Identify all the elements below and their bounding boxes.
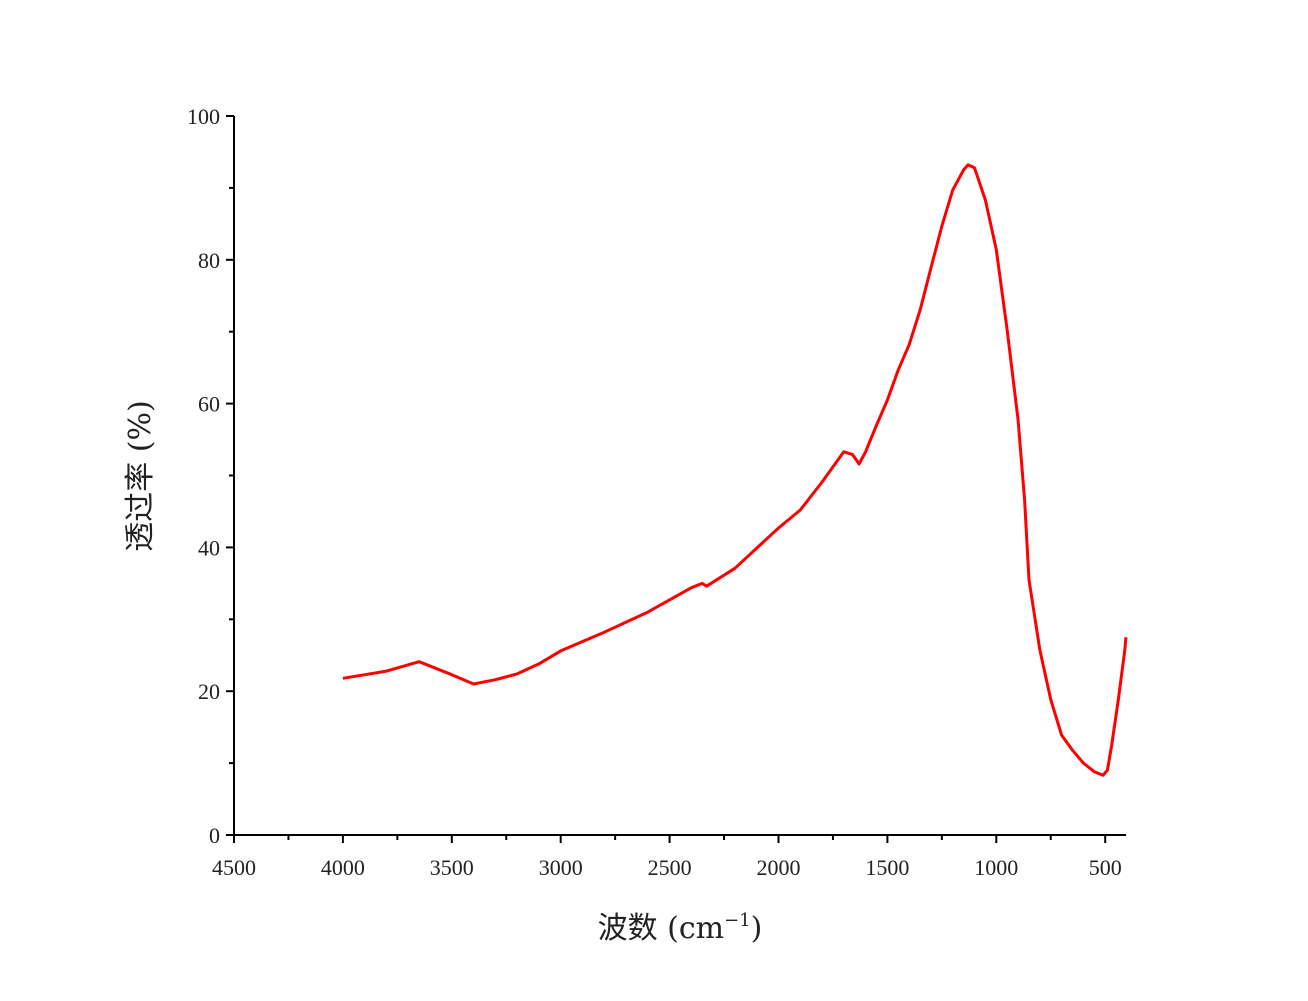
y-tick-label: 20 xyxy=(198,679,220,704)
series-line-transmittance xyxy=(342,163,1128,777)
x-tick-label: 500 xyxy=(1089,855,1122,880)
y-tick-label: 60 xyxy=(198,392,220,417)
ticks: 4500 4000 3500 3000 2500 2000 1500 1000 500 0 20 40… xyxy=(187,104,1122,880)
x-axis-title-close: ) xyxy=(751,911,763,946)
x-tick-label: 1500 xyxy=(865,855,909,880)
x-tick-label: 4000 xyxy=(321,855,365,880)
x-tick-label: 3000 xyxy=(539,855,583,880)
x-tick-label: 3500 xyxy=(430,855,474,880)
y-tick-label: 40 xyxy=(198,535,220,560)
axes xyxy=(233,116,1126,836)
x-axis-title: 波数 (cm−1) xyxy=(598,910,763,946)
x-axis-title-sup: −1 xyxy=(724,910,751,931)
y-tick-label: 100 xyxy=(187,104,220,129)
y-axis-title: 透过率 (%) xyxy=(123,400,158,551)
x-tick-label: 1000 xyxy=(974,855,1018,880)
y-tick-label: 0 xyxy=(209,823,220,848)
x-tick-label: 4500 xyxy=(212,855,256,880)
x-tick-label: 2000 xyxy=(757,855,801,880)
x-axis-title-main: 波数 (cm xyxy=(598,911,725,946)
y-tick-label: 80 xyxy=(198,248,220,273)
x-tick-label: 2500 xyxy=(648,855,692,880)
